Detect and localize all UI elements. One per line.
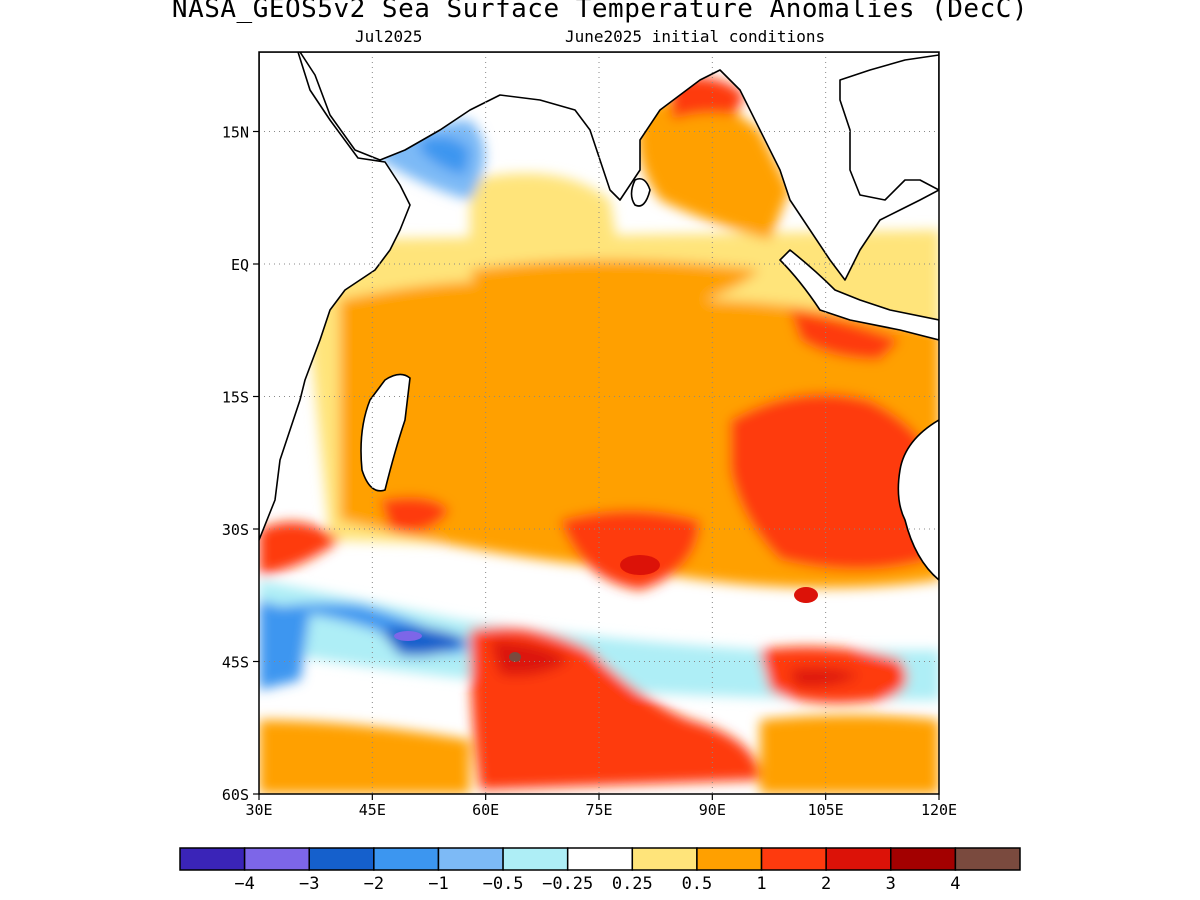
lon-tick-label: 45E <box>359 801 386 819</box>
axis-ticks <box>253 130 940 800</box>
colorbar-swatch <box>696 847 763 871</box>
colorbar-label: 3 <box>886 874 896 894</box>
colorbar-swatch <box>890 847 957 871</box>
forecast-month: Jul2025 <box>355 27 423 46</box>
lat-tick-label: 45S <box>222 654 249 672</box>
lat-tick-label: 30S <box>222 521 249 539</box>
colorbar-label: 0.5 <box>682 874 713 894</box>
lat-tick-label: 15N <box>222 124 249 142</box>
colorbar-swatch <box>631 847 698 871</box>
map-title: NASA_GEOS5v2 Sea Surface Temperature Ano… <box>171 0 1029 24</box>
lon-tick-label: 105E <box>808 801 844 819</box>
colorbar-label: −1 <box>428 874 448 894</box>
colorbar-swatch <box>373 847 440 871</box>
colorbar-swatch <box>179 847 246 871</box>
land-masses <box>259 52 939 581</box>
colorbar: −4 −3 −2 −1 −0.5 −0.25 0.25 0.5 1 2 3 4 <box>179 847 1021 894</box>
madagascar <box>360 373 411 492</box>
colorbar-label: −4 <box>234 874 254 894</box>
lon-tick-label: 75E <box>585 801 612 819</box>
lon-tick-label: 120E <box>921 801 957 819</box>
colorbar-label: 0.25 <box>612 874 653 894</box>
sumatra-java <box>779 249 939 341</box>
colorbar-swatch <box>243 847 310 871</box>
colorbar-label: −2 <box>364 874 384 894</box>
colorbar-label: 2 <box>821 874 831 894</box>
lon-tick-label: 60E <box>472 801 499 819</box>
africa-arabia <box>259 52 939 281</box>
lat-tick-label: 60S <box>222 786 249 804</box>
colorbar-swatch <box>760 847 827 871</box>
initial-conditions-label: June2025 initial conditions <box>565 27 826 46</box>
australia <box>897 419 939 581</box>
colorbar-swatch <box>954 847 1021 871</box>
colorbar-swatch <box>566 847 634 871</box>
colorbar-swatch <box>825 847 892 871</box>
lon-tick-label: 30E <box>245 801 272 819</box>
colorbar-label: 1 <box>756 874 766 894</box>
indochina <box>839 54 939 201</box>
colorbar-swatch <box>437 847 504 871</box>
sri-lanka <box>630 177 651 207</box>
colorbar-label: −3 <box>299 874 319 894</box>
colorbar-label: −0.5 <box>483 874 524 894</box>
lat-tick-label: 15S <box>222 389 249 407</box>
colorbar-label: 4 <box>950 874 960 894</box>
colorbar-swatch <box>308 847 375 871</box>
map-grid <box>259 52 939 794</box>
lon-tick-label: 90E <box>699 801 726 819</box>
colorbar-label: −0.25 <box>542 874 593 894</box>
east-africa <box>259 52 411 541</box>
colorbar-swatch <box>502 847 569 871</box>
lat-tick-label: EQ <box>231 256 249 274</box>
